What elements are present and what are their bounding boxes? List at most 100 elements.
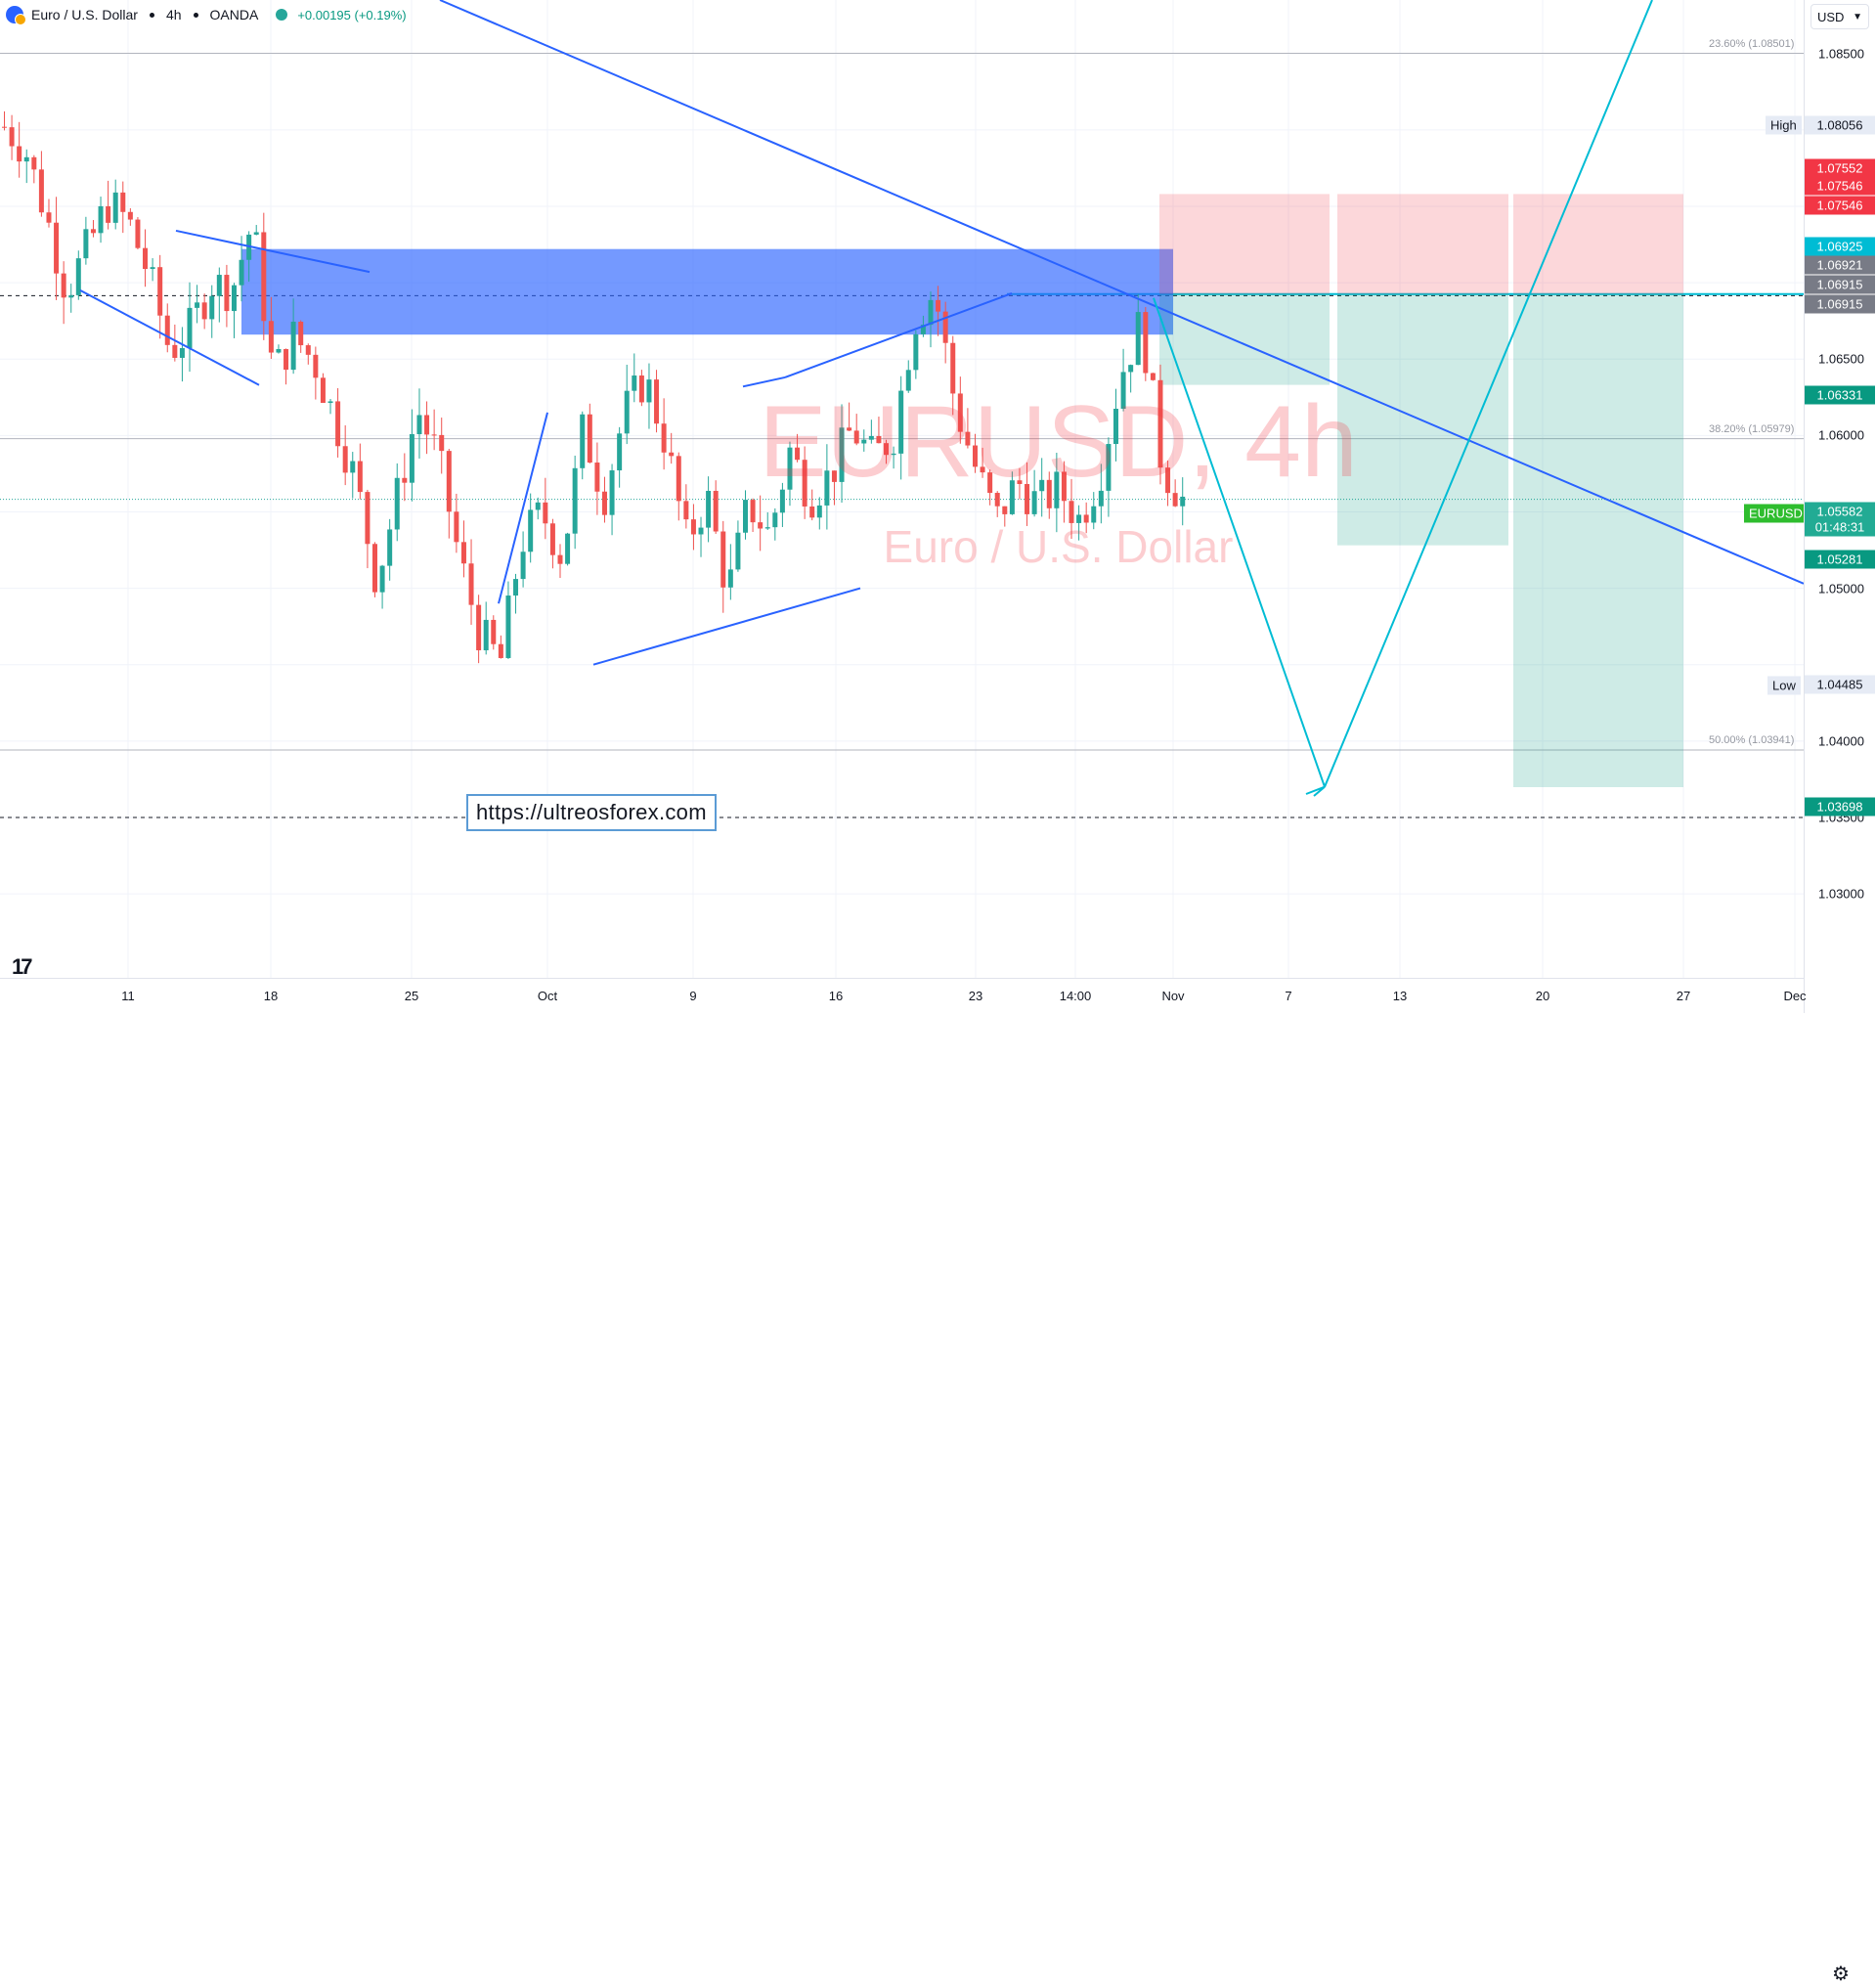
candle-up [98, 205, 104, 234]
candle-up [572, 467, 578, 534]
projection-down-line [1153, 297, 1326, 788]
candle-up [535, 502, 541, 510]
candle-up [735, 532, 741, 570]
candle-down [690, 519, 696, 535]
drawing-zones [241, 194, 1683, 787]
candle-down [750, 500, 756, 523]
candle-down [476, 604, 482, 651]
stop-loss-zone [1337, 194, 1508, 294]
website-link[interactable]: https://ultreosforex.com [466, 794, 717, 831]
candle-up [112, 192, 118, 223]
symbol-legend[interactable]: Euro / U.S. Dollar 4h OANDA +0.00195 (+0… [6, 6, 407, 25]
candle-up [195, 302, 200, 308]
legend-separator [149, 12, 154, 18]
candle-up [520, 552, 526, 580]
channel-lower-line [79, 288, 260, 386]
legend-broker: OANDA [209, 7, 259, 22]
time-tick-label: 13 [1392, 989, 1408, 1003]
candle-up [1128, 365, 1134, 373]
trend-drawings [79, 0, 1804, 797]
price-tag: 1.08056 [1805, 115, 1875, 135]
candle-up [816, 505, 822, 518]
price-tag: 1.05582 [1805, 502, 1875, 521]
settings-gear-icon[interactable]: ⚙ [1832, 1964, 1850, 1985]
time-tick-label: 11 [121, 989, 135, 1003]
time-tick-label: 7 [1285, 989, 1292, 1003]
price-axis[interactable]: USD ▼ 1.08500 1.06500 1.06000 1.05000 1.0400… [1804, 0, 1876, 1013]
tradingview-logo[interactable]: 17 [12, 954, 33, 978]
candle-down [454, 511, 459, 543]
candle-down [831, 470, 837, 482]
price-tick-label: 1.06500 [1818, 351, 1864, 367]
candle-down [1061, 471, 1067, 502]
candle-up [913, 333, 919, 371]
time-axis[interactable]: 11 18 25 Oct 9 16 23 14:00 Nov 7 13 20 27 Dec ⚙ [0, 978, 1850, 1985]
legend-interval: 4h [165, 7, 182, 22]
time-tick-label: Dec [1783, 989, 1807, 1003]
legend-separator [193, 12, 198, 18]
candle-down [1150, 373, 1156, 380]
candle-down [1002, 506, 1008, 514]
candle-up [905, 370, 911, 391]
candle-down [1165, 467, 1171, 494]
candle-up [772, 512, 778, 528]
currency-button[interactable]: USD ▼ [1811, 4, 1869, 29]
candle-up [646, 379, 652, 403]
chevron-down-icon: ▼ [1853, 12, 1862, 22]
candle-up [350, 461, 356, 473]
candle-up [706, 490, 712, 528]
take-profit-zone [1513, 293, 1683, 787]
candle-down [713, 490, 719, 532]
candle-up [727, 569, 733, 588]
candle-up [483, 619, 489, 651]
price-tag: 1.06915 [1805, 275, 1875, 294]
candle-down [90, 229, 96, 234]
candle-up [1076, 514, 1082, 523]
candle-up [505, 596, 511, 658]
stop-loss-zone [1159, 194, 1330, 294]
chart-area[interactable]: Euro / U.S. Dollar 4h OANDA +0.00195 (+0… [0, 0, 1804, 978]
candle-down [365, 492, 371, 545]
candle-down [143, 247, 149, 270]
candle-down [439, 434, 445, 452]
candle-down [795, 447, 801, 461]
candle-down [61, 273, 66, 298]
candle-up [416, 415, 422, 435]
candle-down [224, 275, 230, 312]
candle-up [632, 375, 637, 391]
candle-down [1083, 514, 1089, 523]
fib-level-label: 50.00% (1.03941) [1709, 734, 1795, 747]
candle-down [46, 212, 52, 223]
price-tag: 01:48:31 [1805, 517, 1875, 537]
candle-down [320, 377, 326, 403]
candle-up [187, 307, 193, 348]
candle-down [313, 354, 319, 378]
candle-up [290, 321, 296, 371]
candle-up [276, 348, 282, 353]
candle-down [1025, 483, 1030, 514]
wedge-upper-line [784, 292, 1013, 378]
price-tag: 1.07546 [1805, 196, 1875, 215]
candle-up [920, 325, 926, 334]
candle-up [928, 299, 934, 326]
candle-down [809, 506, 815, 518]
candle-down [802, 460, 807, 507]
price-tag: 1.07546 [1805, 176, 1875, 196]
price-chart[interactable] [0, 0, 1804, 978]
candle-down [1069, 501, 1074, 523]
impulse-line [498, 412, 548, 604]
candle-down [587, 414, 592, 463]
candle-up [1054, 471, 1060, 508]
candle-up [1135, 312, 1141, 366]
price-tag: 1.03698 [1805, 797, 1875, 816]
price-tag: 1.05281 [1805, 550, 1875, 569]
candle-up [743, 500, 748, 533]
candle-down [431, 434, 437, 436]
candle-up [1091, 506, 1097, 523]
candle-up [787, 447, 793, 490]
time-tick-label: 20 [1535, 989, 1550, 1003]
candle-down [17, 146, 22, 162]
candle-up [891, 453, 896, 456]
time-tick-label: Nov [1161, 989, 1185, 1003]
candle-up [624, 390, 630, 434]
